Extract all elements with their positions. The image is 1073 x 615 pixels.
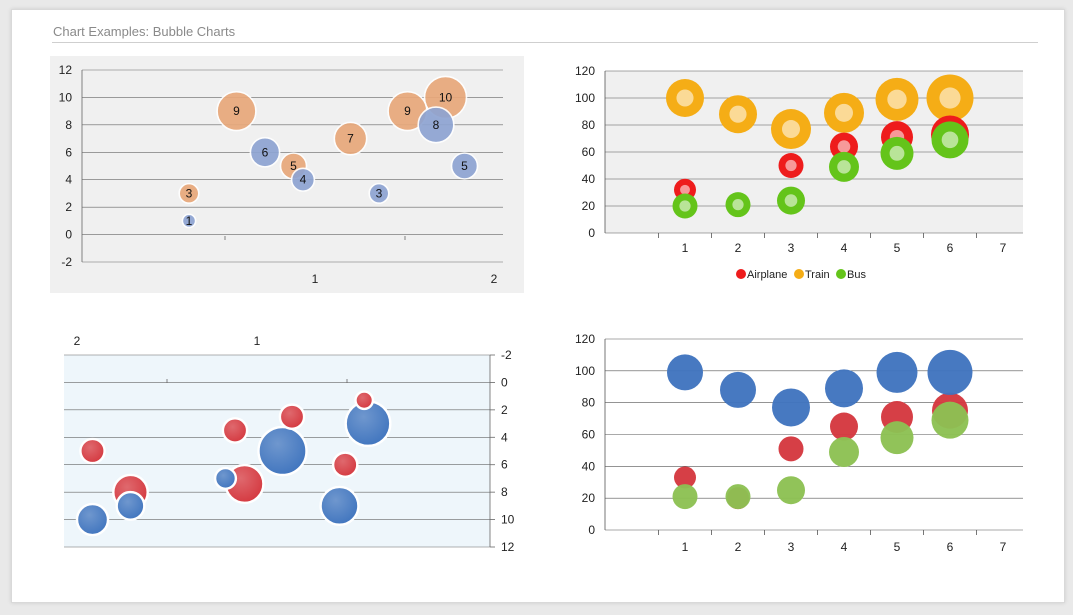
title-divider (52, 42, 1038, 43)
page-title: Chart Examples: Bubble Charts (53, 24, 236, 39)
page-container: Chart Examples: Bubble Charts (11, 9, 1065, 603)
